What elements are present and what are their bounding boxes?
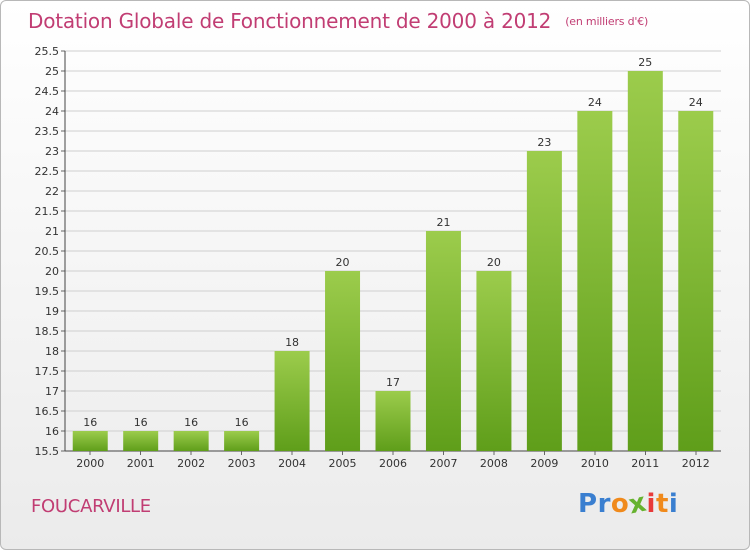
x-tick-label: 2006 xyxy=(379,457,407,470)
bar-2008 xyxy=(476,271,512,451)
y-tick-label: 18 xyxy=(45,345,59,358)
bar-2011 xyxy=(627,71,663,451)
y-tick-label: 21 xyxy=(45,225,59,238)
y-tick-label: 16.5 xyxy=(35,405,60,418)
x-tick-label: 2002 xyxy=(177,457,205,470)
y-tick-label: 24.5 xyxy=(35,85,60,98)
x-tick-label: 2007 xyxy=(429,457,457,470)
logo-letter: i xyxy=(646,489,656,519)
bar-2000 xyxy=(72,431,108,451)
value-label: 16 xyxy=(83,416,97,429)
value-label: 23 xyxy=(537,136,551,149)
bar-2003 xyxy=(224,431,260,451)
value-label: 20 xyxy=(336,256,350,269)
y-tick-label: 23.5 xyxy=(35,125,60,138)
x-tick-label: 2005 xyxy=(329,457,357,470)
value-label: 18 xyxy=(285,336,299,349)
value-label: 16 xyxy=(184,416,198,429)
value-label: 17 xyxy=(386,376,400,389)
y-tick-label: 19 xyxy=(45,305,59,318)
value-label: 20 xyxy=(487,256,501,269)
unit-label: (en milliers d'€) xyxy=(565,15,649,28)
bar-2001 xyxy=(123,431,159,451)
y-tick-label: 20.5 xyxy=(35,245,60,258)
x-tick-label: 2004 xyxy=(278,457,306,470)
value-label: 24 xyxy=(588,96,602,109)
y-tick-label: 22 xyxy=(45,185,59,198)
logo-letter: o xyxy=(610,489,630,519)
bar-2005 xyxy=(325,271,361,451)
x-tick-label: 2001 xyxy=(127,457,155,470)
y-tick-label: 15.5 xyxy=(35,445,60,458)
value-label: 25 xyxy=(638,56,652,69)
y-tick-label: 22.5 xyxy=(35,165,60,178)
x-tick-label: 2008 xyxy=(480,457,508,470)
value-labels: 16 16 16 16 18 20 17 21 20 23 24 25 24 xyxy=(83,56,703,429)
x-tick-label: 2003 xyxy=(228,457,256,470)
value-label: 16 xyxy=(235,416,249,429)
bar-2004 xyxy=(274,351,310,451)
bars xyxy=(72,71,714,451)
y-tick-label: 20 xyxy=(45,265,59,278)
y-tick-label: 17.5 xyxy=(35,365,60,378)
y-tick-label: 19.5 xyxy=(35,285,60,298)
x-tick-label: 2011 xyxy=(631,457,659,470)
x-tick-labels: 2000 2001 2002 2003 2004 2005 2006 2007 2008 2009… xyxy=(76,451,710,470)
title-text: Dotation Globale de Fonctionnement de 20… xyxy=(28,9,552,33)
logo-letter: t xyxy=(655,489,669,519)
value-label: 24 xyxy=(689,96,703,109)
y-tick-label: 25.5 xyxy=(35,45,60,58)
value-label: 16 xyxy=(134,416,148,429)
chart-title: Dotation Globale de Fonctionnement de 20… xyxy=(28,9,648,33)
bar-2010 xyxy=(577,111,613,451)
value-label: 21 xyxy=(436,216,450,229)
y-tick-label: 23 xyxy=(45,145,59,158)
town-name: FOUCARVILLE xyxy=(31,496,151,517)
bar-2006 xyxy=(375,391,411,451)
y-tick-label: 25 xyxy=(45,65,59,78)
logo-letter: r xyxy=(597,489,611,519)
logo-letter: P xyxy=(578,489,598,519)
bar-2007 xyxy=(425,231,461,451)
bar-2012 xyxy=(678,111,714,451)
y-tick-label: 18.5 xyxy=(35,325,60,338)
logo-letter: i xyxy=(668,489,679,519)
y-tick-label: 21.5 xyxy=(35,205,60,218)
y-tick-label: 24 xyxy=(45,105,59,118)
x-tick-label: 2012 xyxy=(682,457,710,470)
x-tick-label: 2010 xyxy=(581,457,609,470)
y-tick-labels: 15.5 16 16.5 17 17.5 18 18.5 19 19.5 20 20.5 21 21.5… xyxy=(35,45,60,458)
x-tick-label: 2009 xyxy=(530,457,558,470)
x-tick-label: 2000 xyxy=(76,457,104,470)
bar-2002 xyxy=(173,431,209,451)
proxiti-logo[interactable]: Proxiti xyxy=(578,488,679,521)
y-tick-label: 16 xyxy=(45,425,59,438)
bar-2009 xyxy=(526,151,562,451)
y-tick-label: 17 xyxy=(45,385,59,398)
